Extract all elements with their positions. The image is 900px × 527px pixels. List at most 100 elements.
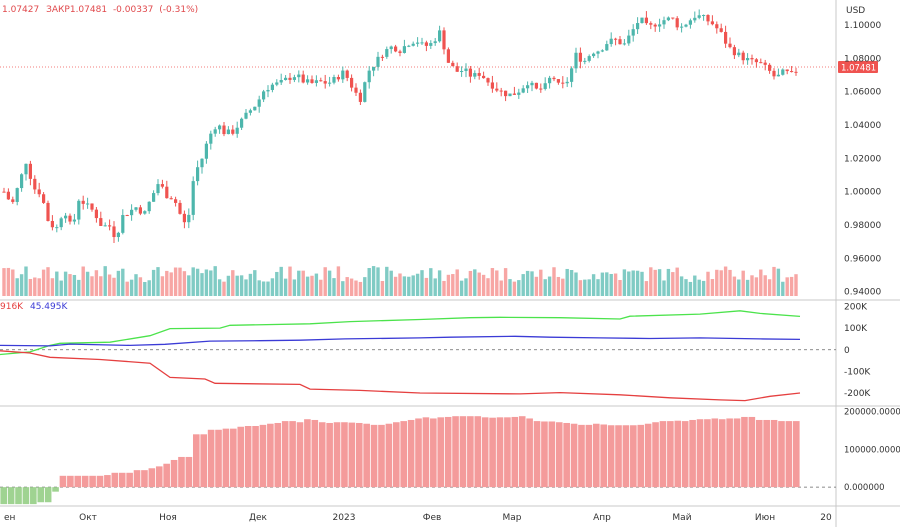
candle-body [719, 28, 723, 32]
volume-bar [569, 269, 574, 296]
histogram-bar [681, 421, 689, 488]
candle-body [367, 70, 371, 83]
volume-bar [499, 280, 503, 296]
candle-body [429, 43, 433, 46]
candle-body [618, 39, 622, 45]
volume-bar [732, 276, 737, 296]
net-position-histogram [0, 416, 800, 505]
candle-body [609, 38, 613, 45]
price-tick-label: 1.08000 [844, 54, 881, 64]
time-axis[interactable]: ен Окт Ноя Дек 2023 Фев Мар Апр Май Июн 20 [4, 513, 832, 523]
volume-bar [270, 278, 275, 296]
volume-bar [662, 280, 666, 296]
histogram-bar [52, 487, 59, 492]
histogram-bar [111, 472, 119, 488]
candle-body [587, 56, 591, 61]
histogram-bar [748, 416, 756, 488]
candle-body [600, 50, 604, 52]
histogram-bar [281, 421, 289, 488]
volume-bar [279, 266, 283, 296]
volume-bar [486, 278, 490, 296]
candle-body [398, 51, 402, 53]
candle-body [446, 49, 450, 63]
candle-body [42, 194, 46, 203]
time-axis-label: Апр [593, 513, 611, 523]
volume-bar [415, 273, 420, 296]
volume-bar [591, 274, 596, 296]
change-percent: (-0.31%) [159, 5, 199, 15]
volume-bar [723, 266, 728, 296]
candle-body [605, 44, 609, 51]
histogram-tick-label: 100000.000000 [844, 445, 900, 455]
histogram-bar [311, 419, 319, 488]
candle-body [270, 84, 274, 90]
volume-bar [261, 281, 266, 296]
volume-bar [701, 280, 706, 296]
candle-body [482, 75, 486, 79]
candle-body [55, 227, 59, 229]
open-fragment: 1.07427 [2, 5, 40, 15]
candle-body [737, 52, 741, 56]
candle-body [385, 49, 389, 57]
volume-bar [371, 266, 376, 296]
volume-bar [679, 276, 684, 296]
histogram-bar [615, 425, 622, 488]
candle-body [235, 127, 239, 134]
histogram-bar [30, 487, 37, 505]
volume-bar [288, 266, 292, 296]
candle-body [402, 46, 406, 53]
candle-body [433, 41, 437, 44]
candle-body [288, 77, 292, 80]
volume-bar [741, 270, 745, 296]
histogram-bar [518, 416, 526, 488]
candle-body [310, 79, 314, 83]
volume-bar [737, 279, 741, 296]
volume-bar [46, 267, 50, 296]
volume-bar [767, 279, 772, 296]
volume-bar [112, 277, 116, 296]
volume-bar [706, 271, 710, 296]
candle-body [504, 90, 508, 97]
candle-body [103, 225, 107, 227]
volume-bar [173, 267, 178, 296]
histogram-bar [555, 422, 563, 488]
histogram-bar [230, 428, 237, 488]
candle-body [266, 89, 270, 92]
histogram-bar [326, 422, 333, 488]
time-axis-label: ен [4, 513, 16, 523]
candle-body [552, 77, 556, 80]
volume-bar [354, 280, 358, 296]
candle-body [169, 198, 173, 200]
volume-bar [239, 275, 244, 296]
candle-body [350, 77, 354, 88]
time-axis-label: Мар [503, 513, 522, 523]
candle-body [358, 92, 362, 102]
volume-bar [596, 279, 600, 296]
candle-body [578, 52, 582, 62]
histogram-bar [459, 416, 467, 488]
price-axis[interactable]: 1.07481 USD 0.94000 0.96000 0.98000 1.00000 1.… [838, 6, 900, 493]
chart-header: 1.07427 ЗАКР1.07481 -0.00337 (-0.31%) [2, 5, 198, 15]
histogram-bar [267, 423, 274, 488]
candle-body [438, 30, 442, 42]
volume-bar [143, 281, 147, 296]
histogram-bar [741, 416, 748, 488]
positions-lines [0, 310, 801, 402]
histogram-bar [178, 456, 185, 488]
volume-bar [292, 279, 297, 296]
volume-bar [675, 267, 679, 296]
time-axis-label: Дек [249, 513, 268, 523]
volume-bar [165, 270, 169, 296]
volume-bar [411, 275, 415, 296]
volume-bar [451, 274, 455, 296]
candle-body [72, 219, 76, 222]
histogram-bar [244, 426, 252, 488]
histogram-bar [304, 419, 311, 488]
candle-body [244, 112, 248, 119]
candle-body [420, 42, 424, 44]
candle-body [561, 82, 565, 84]
volume-bar [310, 275, 314, 296]
candle-body [332, 76, 336, 83]
volume-bar [481, 274, 486, 296]
candle-body [94, 209, 98, 219]
